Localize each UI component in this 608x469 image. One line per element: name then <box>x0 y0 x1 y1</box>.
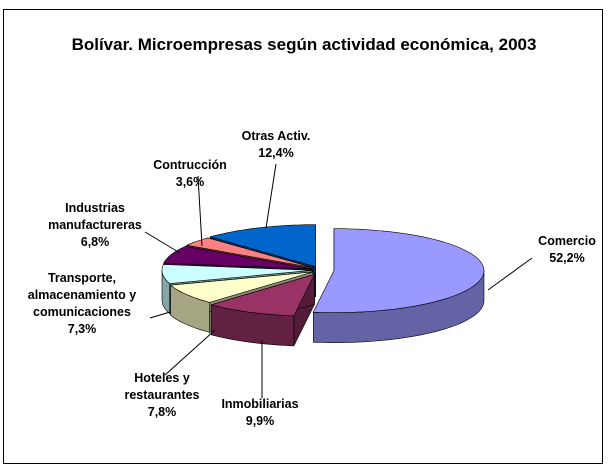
slice <box>312 228 485 343</box>
category-label: Inmobiliarias <box>221 397 299 411</box>
value-label: 9,9% <box>245 414 275 428</box>
slice <box>210 273 316 347</box>
category-label: Otras Activ. <box>241 129 311 143</box>
leader-line <box>197 175 203 247</box>
data-label: Inmobiliarias 9,9% <box>205 396 315 430</box>
data-label: Otras Activ. 12,4% <box>226 128 326 162</box>
value-label: 12,4% <box>258 146 294 160</box>
value-label: 52,2% <box>549 251 585 265</box>
leader-line <box>144 231 181 254</box>
data-label: Hoteles y restaurantes 7,8% <box>112 370 212 421</box>
value-label: 7,8% <box>147 405 177 419</box>
slice <box>163 245 313 270</box>
category-label: Transporte, almacenamiento y comunicacio… <box>27 271 137 319</box>
chart-frame <box>3 9 603 464</box>
value-label: 6,8% <box>80 235 110 249</box>
slice <box>209 224 316 268</box>
category-label: Hoteles y restaurantes <box>124 371 200 402</box>
leader-line <box>164 329 216 376</box>
slice <box>161 264 313 284</box>
leader-line <box>487 257 533 291</box>
slice <box>210 273 316 317</box>
data-label: Industrias manufactureras 6,8% <box>30 200 160 251</box>
slice <box>312 228 485 313</box>
data-label: Contrucción 3,6% <box>140 157 240 191</box>
category-label: Industrias manufactureras <box>48 201 142 232</box>
leader-line <box>265 163 277 229</box>
slice <box>185 237 314 268</box>
category-label: Contrucción <box>153 158 227 172</box>
leader-line <box>149 311 171 319</box>
chart-title: Bolívar. Microempresas según actividad e… <box>71 35 537 54</box>
value-label: 3,6% <box>175 175 205 189</box>
category-label: Comercio <box>538 234 596 248</box>
data-label: Transporte, almacenamiento y comunicacio… <box>12 270 152 338</box>
data-label: Comercio 52,2% <box>522 233 608 267</box>
slice <box>169 271 313 303</box>
value-label: 7,3% <box>67 322 97 336</box>
